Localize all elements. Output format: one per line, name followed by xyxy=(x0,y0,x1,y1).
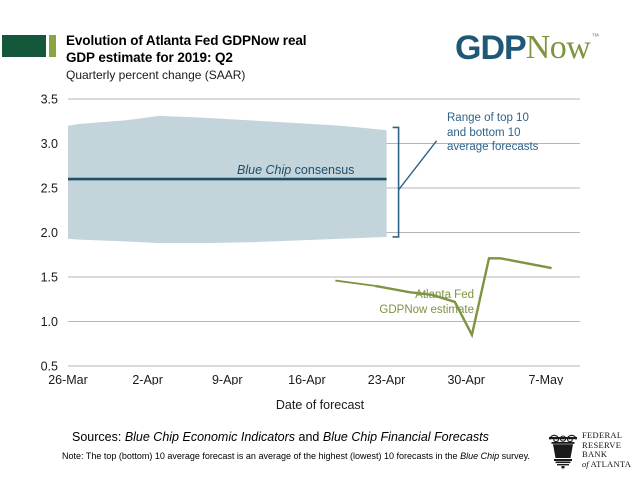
footer: Sources: Blue Chip Economic Indicators a… xyxy=(0,424,640,481)
gdpnow-leader-line xyxy=(335,279,376,287)
gdpnow-logo-now-text: Now xyxy=(525,29,591,66)
title-line-1: Evolution of Atlanta Fed GDPNow real xyxy=(66,33,307,48)
blue-chip-italic-text: Blue Chip xyxy=(237,163,292,177)
svg-text:9-Apr: 9-Apr xyxy=(212,373,243,385)
svg-text:1.0: 1.0 xyxy=(41,315,58,329)
frb-line-4: of ATLANTA xyxy=(582,458,632,470)
frb-line-2: RESERVE xyxy=(582,439,622,450)
svg-text:3.5: 3.5 xyxy=(41,93,58,107)
svg-text:1.5: 1.5 xyxy=(41,271,58,285)
note-suffix: survey. xyxy=(499,451,530,461)
svg-text:2.5: 2.5 xyxy=(41,182,58,196)
svg-text:26-Mar: 26-Mar xyxy=(48,373,88,385)
x-axis-tick-labels: 26-Mar 2-Apr 9-Apr 16-Apr 23-Apr 30-Apr 7-May xyxy=(48,373,564,385)
y-axis-tick-labels: 0.5 1.0 1.5 2.0 2.5 3.0 3.5 xyxy=(41,93,58,374)
x-axis-title: Date of forecast xyxy=(275,398,365,412)
frb-of-text: of xyxy=(582,458,589,469)
note-prefix: Note: The top (bottom) 10 average foreca… xyxy=(62,451,461,461)
header-accent-bar-dark xyxy=(2,35,46,57)
range-leader-line xyxy=(398,140,438,191)
blue-chip-consensus-text: consensus xyxy=(291,163,355,177)
range-annotation-line-3: average forecasts xyxy=(447,141,539,153)
gdpnow-annotation-line-2: GDPNow estimate xyxy=(379,303,474,316)
svg-text:0.5: 0.5 xyxy=(41,360,58,374)
ionic-column-icon xyxy=(549,434,577,469)
range-bracket-icon xyxy=(392,126,400,238)
chart-plot-area: 0.5 1.0 1.5 2.0 2.5 3.0 3.5 26-Mar 2-Apr 9-Apr 16… xyxy=(0,85,640,385)
gdpnow-annotation-line-1: Atlanta Fed xyxy=(415,289,474,301)
note-italic: Blue Chip xyxy=(460,451,500,461)
svg-text:30-Apr: 30-Apr xyxy=(447,373,485,385)
range-annotation-text: Range of top 10 and bottom 10 average fo… xyxy=(447,111,538,155)
sources-italic-1: Blue Chip Economic Indicators xyxy=(124,430,296,444)
sources-colon: : xyxy=(117,430,125,444)
page-title: Evolution of Atlanta Fed GDPNow real GDP… xyxy=(66,32,396,83)
gdpnow-annotation-text: Atlanta Fed GDPNow estimate xyxy=(352,288,474,317)
sources-prefix: Sources xyxy=(72,430,118,444)
sources-mid: and xyxy=(295,430,323,444)
range-annotation-line-1: Range of top 10 xyxy=(447,112,529,124)
frb-atlanta-text: ATLANTA xyxy=(588,458,632,469)
sources-italic-2: Blue Chip Financial Forecasts xyxy=(322,430,489,444)
sources-line: Sources: Blue Chip Economic Indicators a… xyxy=(72,430,489,444)
trademark-icon: ™ xyxy=(591,32,600,41)
frb-line-3: BANK xyxy=(582,449,608,459)
frb-line-1: FEDERAL xyxy=(582,430,623,440)
blue-chip-consensus-label: Blue Chip consensus xyxy=(237,163,354,177)
svg-text:23-Apr: 23-Apr xyxy=(368,373,406,385)
svg-text:2.0: 2.0 xyxy=(41,226,58,240)
svg-text:2-Apr: 2-Apr xyxy=(132,373,163,385)
range-annotation-line-2: and bottom 10 xyxy=(447,126,521,139)
svg-text:3.0: 3.0 xyxy=(41,137,58,151)
gdpnow-logo: GDP Now ™ xyxy=(455,30,599,70)
header-accent-bar-light xyxy=(49,35,56,57)
federal-reserve-bank-logo: FEDERAL RESERVE BANK of ATLANTA xyxy=(548,428,636,472)
svg-text:16-Apr: 16-Apr xyxy=(288,373,326,385)
chart-subtitle: Quarterly percent change (SAAR) xyxy=(66,68,246,82)
svg-text:7-May: 7-May xyxy=(528,373,563,385)
federal-reserve-bank-text: FEDERAL RESERVE BANK of ATLANTA xyxy=(582,430,632,470)
gdpnow-estimate-line xyxy=(374,257,552,339)
gdpnow-logo-gdp-text: GDP xyxy=(455,29,527,67)
chart-svg: 0.5 1.0 1.5 2.0 2.5 3.0 3.5 26-Mar 2-Apr 9-Apr 16… xyxy=(41,93,580,385)
title-line-2: GDP estimate for 2019: Q2 xyxy=(66,50,233,65)
note-line: Note: The top (bottom) 10 average foreca… xyxy=(62,451,530,461)
